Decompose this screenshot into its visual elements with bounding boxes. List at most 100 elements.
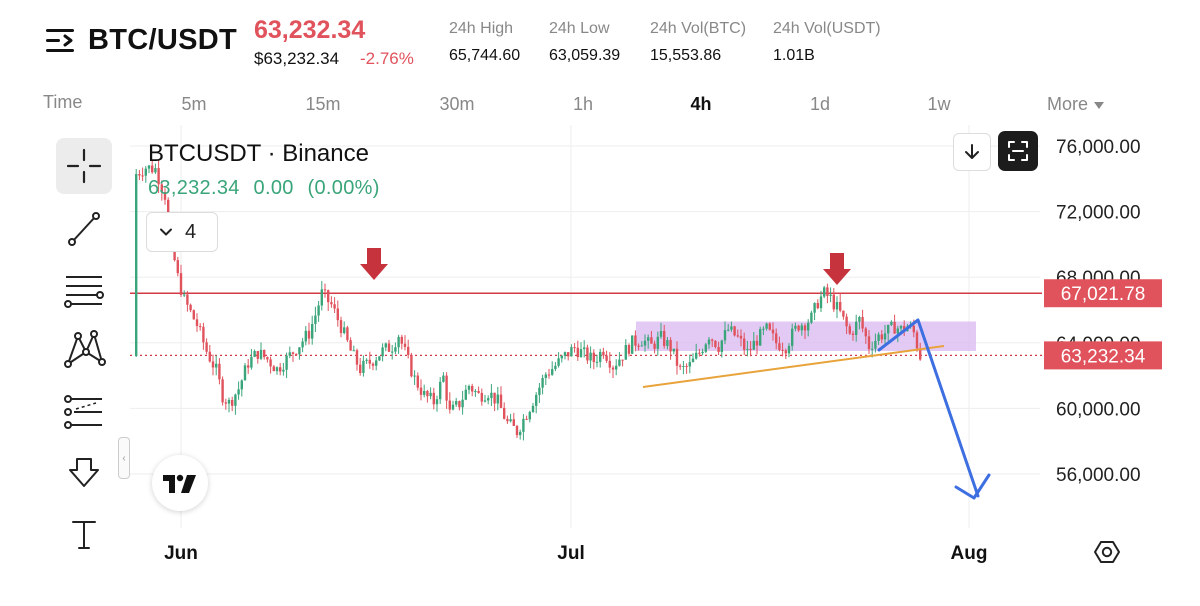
candle-body (375, 360, 378, 366)
last-price-tag-text: 63,232.34 (1061, 346, 1146, 367)
indicator-toggle[interactable]: 4 (146, 212, 218, 252)
candle-body (483, 400, 487, 402)
candle-body (519, 431, 522, 436)
candle-body (215, 363, 218, 368)
candle-body (624, 345, 627, 360)
candle-body (768, 323, 771, 330)
candle-body (445, 375, 448, 401)
candle-body (477, 390, 480, 393)
fib-tool[interactable] (56, 261, 112, 317)
candle-body (506, 418, 509, 422)
symbol-pair[interactable]: BTC/USDT (88, 24, 237, 56)
candle-body (515, 425, 519, 436)
candles (135, 159, 922, 441)
candle-body (832, 294, 835, 310)
menu-icon[interactable] (46, 28, 76, 54)
legend-price: 63,232.34 (148, 177, 240, 199)
toolbar-collapse-handle[interactable]: ‹ (118, 437, 130, 479)
candle-body (851, 333, 855, 335)
candle-body (743, 338, 746, 350)
candle-body (247, 365, 250, 368)
last-price-tag (1044, 341, 1162, 370)
candle-body (813, 303, 816, 313)
price-usd: $63,232.34 (254, 49, 340, 68)
crosshair-tool[interactable] (56, 138, 112, 194)
candle-body (707, 339, 711, 345)
timeframe-1w[interactable]: 1w (927, 94, 951, 114)
candle-body (890, 321, 893, 325)
timeframe-30m[interactable]: 30m (439, 94, 475, 114)
candle-body (867, 336, 871, 350)
candle-body (912, 325, 915, 333)
y-tick-label: 72,000.00 (1056, 203, 1141, 224)
candle-body (263, 349, 266, 358)
candle-body (371, 363, 375, 366)
download-button[interactable] (953, 133, 991, 171)
candle-body (295, 353, 298, 355)
candle-body (647, 337, 650, 341)
candle-body (656, 336, 659, 349)
candle-body (410, 354, 413, 377)
text-icon (72, 521, 96, 549)
candle-body (570, 347, 573, 357)
tradingview-logo[interactable] (152, 455, 208, 511)
candle-body (826, 287, 829, 296)
stat-24h-high: 24h High 65,744.60 (449, 20, 520, 65)
candle-body (807, 322, 810, 331)
candle-body (823, 287, 826, 297)
candle-body (323, 289, 327, 291)
tradingview-logo-icon (163, 474, 196, 493)
pattern-tool[interactable] (56, 320, 112, 376)
candle-body (669, 340, 672, 352)
candle-body (803, 325, 807, 331)
download-icon (965, 144, 979, 159)
timeframe-4h[interactable]: 4h (690, 94, 712, 114)
arrow-down-icon (69, 458, 99, 487)
candle-body (253, 351, 256, 357)
candle-body (739, 335, 743, 339)
timeframe-bar: Time 5m 15m 30m 1h 4h 1d 1w More (0, 88, 1200, 120)
candle-body (419, 387, 423, 395)
candle-body (272, 366, 275, 372)
timeframe-15m[interactable]: 15m (305, 94, 341, 114)
text-tool[interactable] (56, 506, 112, 562)
candle-body (282, 369, 285, 372)
candle-body (429, 392, 432, 397)
candle-body (672, 348, 675, 352)
candle-body (387, 343, 391, 352)
stat-24h-vol-usdt: 24h Vol(USDT) 1.01B (773, 20, 881, 65)
candle-body (842, 310, 845, 317)
candle-body (720, 340, 723, 353)
timeframe-1d[interactable]: 1d (809, 94, 831, 114)
timeframe-5m[interactable]: 5m (181, 94, 207, 114)
candle-body (915, 332, 919, 349)
trendline-tool[interactable] (56, 200, 112, 256)
arrow-tool[interactable] (56, 445, 112, 501)
candle-body (307, 330, 311, 339)
candle-body (746, 348, 749, 350)
candle-body (147, 165, 151, 169)
fib-retracement-icon (64, 276, 104, 308)
prediction-tool[interactable] (56, 383, 112, 439)
timeframe-1h[interactable]: 1h (572, 94, 594, 114)
projection-arrowhead (954, 473, 991, 500)
candle-body (599, 351, 602, 362)
candle-body (394, 347, 397, 352)
candle-body (883, 333, 887, 340)
chart-settings-icon[interactable] (1094, 539, 1120, 565)
candle-body (819, 296, 823, 309)
more-dropdown[interactable]: More (1047, 94, 1105, 115)
candle-body (877, 334, 880, 341)
candle-body (368, 359, 371, 364)
candle-body (637, 345, 640, 347)
candle-body (189, 304, 192, 311)
candle-body (576, 347, 579, 358)
stat-24h-low: 24h Low 63,059.39 (549, 20, 620, 65)
candle-body (557, 358, 560, 366)
candle-body (845, 316, 848, 327)
legend-change: 0.00 (253, 177, 294, 199)
fullscreen-icon (1008, 141, 1028, 161)
fullscreen-button[interactable] (998, 131, 1038, 171)
candle-body (688, 362, 691, 367)
